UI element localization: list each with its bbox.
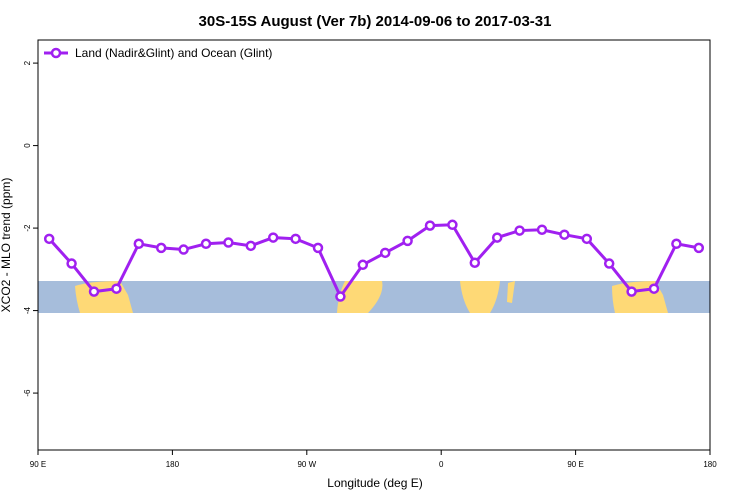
point xyxy=(379,247,391,259)
x-tick-label: 0 xyxy=(439,460,444,469)
point xyxy=(312,242,324,254)
chart-title: 30S-15S August (Ver 7b) 2014-09-06 to 20… xyxy=(199,13,552,30)
x-tick-label: 180 xyxy=(703,460,717,469)
point xyxy=(581,233,593,245)
y-tick-label: 0 xyxy=(23,143,32,148)
point xyxy=(335,291,346,302)
x-tick-label: 90 E xyxy=(30,460,46,469)
point xyxy=(267,232,279,243)
point xyxy=(603,258,615,269)
point xyxy=(469,257,481,268)
map-strip xyxy=(38,281,710,313)
x-tick-label: 90 W xyxy=(297,460,316,469)
point xyxy=(559,229,570,240)
point xyxy=(111,283,122,294)
point xyxy=(43,233,55,245)
point xyxy=(424,220,436,231)
plot-frame xyxy=(37,39,711,451)
y-tick-label: -2 xyxy=(23,224,32,232)
point xyxy=(66,258,77,269)
point xyxy=(357,259,369,271)
point xyxy=(155,242,167,254)
point xyxy=(88,286,100,297)
point xyxy=(290,233,301,245)
point xyxy=(402,235,413,247)
x-tick-label: 90 E xyxy=(567,460,583,469)
point xyxy=(536,224,548,235)
point xyxy=(178,244,189,255)
legend-marker xyxy=(50,47,62,59)
point xyxy=(200,238,212,250)
point xyxy=(671,238,682,250)
point xyxy=(491,232,503,243)
y-tick-label: -6 xyxy=(23,389,32,397)
point xyxy=(514,225,525,236)
point xyxy=(245,240,257,252)
point xyxy=(133,238,145,250)
y-axis-label: XCO2 - MLO trend (ppm) xyxy=(0,178,13,313)
x-tick-label: 180 xyxy=(166,460,180,469)
point xyxy=(626,286,637,297)
point xyxy=(693,242,705,254)
legend-label: Land (Nadir&Glint) and Ocean (Glint) xyxy=(75,46,272,60)
point xyxy=(447,219,458,231)
point xyxy=(223,237,234,248)
point xyxy=(648,283,660,294)
y-tick-label: -4 xyxy=(23,306,32,314)
x-axis-label: Longitude (deg E) xyxy=(327,476,422,490)
y-tick-label: 2 xyxy=(23,60,32,65)
